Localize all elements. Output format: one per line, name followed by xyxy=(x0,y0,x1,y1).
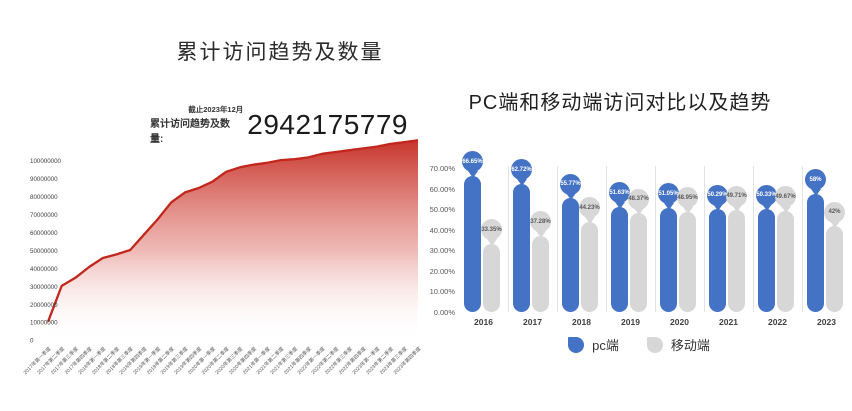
mobile-balloon-tail xyxy=(486,238,497,246)
pc-value-balloon[interactable]: 51.63% xyxy=(609,182,630,204)
mobile-balloon-tail xyxy=(829,221,840,229)
pc-value-balloon[interactable]: 50.33% xyxy=(756,184,777,206)
year-label: 2021 xyxy=(719,317,738,327)
right-y-tick-label: 60.00% xyxy=(429,184,455,194)
cumulative-total-label: 累计访问趋势及数量: xyxy=(150,119,230,145)
right-y-tick-label: 10.00% xyxy=(429,287,455,297)
mobile-balloon-tail xyxy=(633,208,644,216)
left-y-tick-label: 0 xyxy=(30,338,34,345)
left-y-tick-label: 80000000 xyxy=(30,194,58,201)
pc-bar[interactable] xyxy=(758,209,775,312)
right-y-tick-label: 50.00% xyxy=(429,205,455,215)
year-separator-line xyxy=(557,166,558,312)
droplet-icon xyxy=(568,336,585,353)
left-y-tick-label: 10000000 xyxy=(30,320,58,327)
right-y-tick-label: 70.00% xyxy=(429,164,455,174)
legend-item-pc[interactable]: pc端 xyxy=(568,335,619,354)
year-label: 2019 xyxy=(621,317,640,327)
mobile-value-balloon[interactable]: 33.35% xyxy=(481,219,502,241)
pc-value-balloon[interactable]: 50.29% xyxy=(707,184,728,206)
pc-value-balloon[interactable]: 55.77% xyxy=(560,173,581,195)
year-label: 2016 xyxy=(474,317,493,327)
pc-balloon-tail xyxy=(810,188,821,196)
year-separator-line xyxy=(753,166,754,312)
left-y-tick-label: 70000000 xyxy=(30,212,58,219)
left-y-tick-label: 40000000 xyxy=(30,266,58,273)
pc-bar[interactable] xyxy=(611,206,628,312)
year-label: 2020 xyxy=(670,317,689,327)
pc-mobile-lollipop-chart: 70.00% 60.00% 50.00% 40.00% 30.00% 20.00% 10.0… xyxy=(426,150,852,330)
pc-bar[interactable] xyxy=(513,183,530,312)
mobile-value-balloon[interactable]: 37.28% xyxy=(530,211,551,233)
mobile-value-balloon[interactable]: 44.23% xyxy=(579,197,600,219)
cumulative-area-fill[interactable] xyxy=(48,140,418,341)
year-separator-line xyxy=(508,166,509,312)
mobile-value-balloon[interactable]: 49.71% xyxy=(726,185,747,207)
cumulative-line-series[interactable] xyxy=(46,139,419,323)
mobile-value-balloon[interactable]: 48.95% xyxy=(677,187,698,209)
left-y-tick-label: 20000000 xyxy=(30,302,58,309)
pc-balloon-tail xyxy=(516,178,527,186)
pc-balloon-tail xyxy=(712,204,723,212)
left-area-chart: 0 10000000 20000000 30000000 40000000 5000000… xyxy=(22,139,422,376)
mobile-balloon-tail xyxy=(780,205,791,213)
pc-value-balloon[interactable]: 58% xyxy=(805,169,826,190)
mobile-bar[interactable] xyxy=(826,226,843,312)
pc-value-balloon[interactable]: 62.72% xyxy=(511,159,532,181)
pc-bar[interactable] xyxy=(807,193,824,312)
mobile-value-balloon[interactable]: 48.37% xyxy=(628,188,649,210)
cutoff-date-note: 截止2023年12月 xyxy=(188,105,244,114)
pc-bar[interactable] xyxy=(562,198,579,312)
year-label: 2017 xyxy=(523,317,542,327)
year-separator-line xyxy=(704,166,705,312)
legend-item-mobile[interactable]: 移动端 xyxy=(646,335,710,354)
year-label: 2022 xyxy=(768,317,787,327)
right-y-tick-label: 0.00% xyxy=(433,307,455,317)
cumulative-total-value: 2942175779 xyxy=(247,108,408,140)
mobile-balloon-tail xyxy=(731,205,742,213)
year-label: 2023 xyxy=(817,317,836,327)
left-y-tick-label: 60000000 xyxy=(30,230,58,237)
pc-bar[interactable] xyxy=(660,207,677,312)
right-y-tick-label: 40.00% xyxy=(429,225,455,235)
pc-balloon-tail xyxy=(614,201,625,209)
chart-legend: pc端 移动端 xyxy=(426,335,852,354)
droplet-icon xyxy=(646,336,663,353)
pc-bar[interactable] xyxy=(464,175,481,312)
mobile-bar[interactable] xyxy=(679,211,696,312)
mobile-bar[interactable] xyxy=(483,243,500,312)
pc-value-balloon[interactable]: 66.65% xyxy=(462,151,483,173)
mobile-bar[interactable] xyxy=(777,210,794,312)
pc-value-balloon[interactable]: 51.05% xyxy=(658,183,679,205)
pc-bar[interactable] xyxy=(709,209,726,312)
left-y-tick-label: 90000000 xyxy=(30,176,58,183)
right-chart-title: PC端和移动端访问对比以及趋势 xyxy=(468,92,772,114)
right-y-tick-label: 30.00% xyxy=(429,246,455,256)
left-y-tick-label: 30000000 xyxy=(30,284,58,291)
mobile-value-balloon[interactable]: 42% xyxy=(824,201,845,223)
year-separator-line xyxy=(802,166,803,312)
right-y-tick-label: 20.00% xyxy=(429,266,455,276)
year-label: 2018 xyxy=(572,317,591,327)
mobile-bar[interactable] xyxy=(532,235,549,312)
mobile-bar[interactable] xyxy=(630,213,647,312)
left-y-tick-label: 100000000 xyxy=(30,158,62,165)
mobile-balloon-tail xyxy=(535,230,546,238)
pc-balloon-tail xyxy=(565,193,576,201)
mobile-balloon-tail xyxy=(682,206,693,214)
left-chart-title: 累计访问趋势及数量 xyxy=(176,41,384,64)
year-separator-line xyxy=(606,166,607,312)
mobile-bar[interactable] xyxy=(728,210,745,312)
pc-balloon-tail xyxy=(467,170,478,178)
pc-balloon-tail xyxy=(663,202,674,210)
mobile-value-balloon[interactable]: 49.67% xyxy=(775,186,796,208)
year-separator-line xyxy=(655,166,656,312)
pc-balloon-tail xyxy=(761,204,772,212)
legend-label: pc端 xyxy=(592,338,619,353)
left-y-tick-label: 50000000 xyxy=(30,248,58,255)
cumulative-annotation: 截止2023年12月 累计访问趋势及数量: 2942175779 xyxy=(150,104,408,145)
mobile-balloon-tail xyxy=(584,216,595,224)
legend-label: 移动端 xyxy=(670,338,710,353)
mobile-bar[interactable] xyxy=(581,221,598,312)
